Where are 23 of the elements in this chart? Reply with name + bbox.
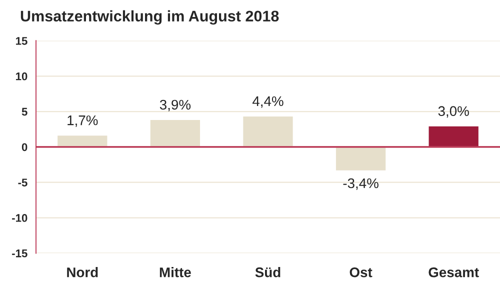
data-label: -3,4%: [343, 178, 378, 190]
bar: [56, 134, 109, 148]
bar: [334, 146, 388, 172]
x-tick-label: Nord: [67, 267, 98, 278]
data-label: 3,0%: [438, 106, 469, 118]
y-tick-label: 10: [16, 72, 28, 80]
x-tick-label: Mitte: [160, 267, 191, 278]
y-tick-label: 15: [16, 37, 28, 45]
x-tick-label: Ost: [350, 267, 372, 278]
x-tick-label: Süd: [255, 267, 280, 278]
chart-title: Umsatzentwicklung im August 2018: [20, 10, 279, 25]
bar: [427, 125, 480, 148]
data-label: 1,7%: [68, 115, 98, 127]
data-label: 3,9%: [160, 100, 191, 112]
y-tick-label: -15: [12, 250, 28, 258]
y-tick-label: -5: [18, 178, 28, 186]
y-tick-label: 5: [22, 108, 28, 116]
bar: [242, 115, 294, 148]
x-tick-label: Gesamt: [428, 267, 479, 278]
bar: [148, 118, 202, 148]
y-tick-label: -10: [12, 214, 28, 222]
y-tick-label: 0: [22, 143, 28, 152]
data-label: 4,4%: [252, 96, 284, 108]
